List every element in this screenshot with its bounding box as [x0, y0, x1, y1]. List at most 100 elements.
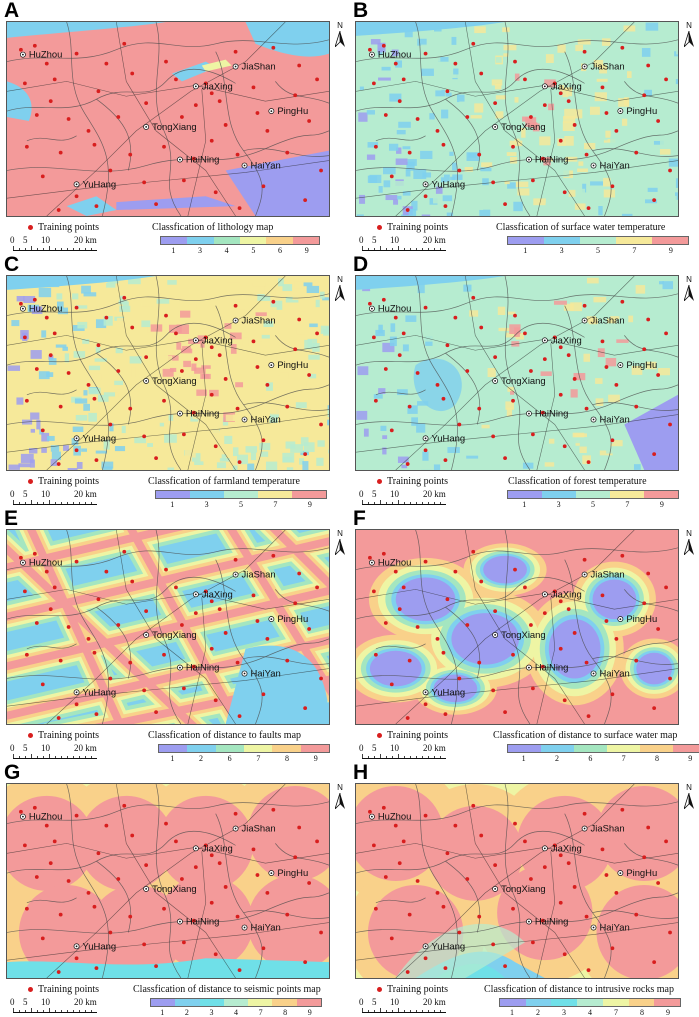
scale-labels: 0 5 10 20 km [359, 235, 479, 245]
city-label: TongXiang [501, 121, 546, 132]
training-points-label: Training points [387, 222, 449, 233]
training-point [108, 930, 113, 935]
panel-footer: Training points 0 5 10 20 km Classfication … [0, 981, 349, 1017]
scale-label: 10 [41, 489, 50, 499]
training-point [582, 811, 587, 816]
training-points-legend: Training points [28, 476, 99, 487]
city-label: JiaShan [242, 61, 276, 72]
training-point [319, 930, 323, 935]
ramp-tick-label: 6 [227, 754, 232, 763]
map-surface [356, 530, 678, 724]
ramp-swatch [213, 237, 240, 244]
training-points-legend: Training points [377, 984, 448, 995]
city-marker: HuZhou [368, 303, 411, 314]
road-line [116, 530, 236, 724]
training-point [634, 658, 639, 663]
training-point [237, 714, 242, 718]
training-point [542, 865, 547, 870]
admin-boundary [375, 389, 426, 396]
road-line [356, 81, 678, 102]
training-point [24, 652, 29, 657]
scale-label: 10 [390, 489, 399, 499]
color-ramp-ticks: 1 3 4 5 6 9 [160, 246, 320, 255]
training-point [191, 664, 196, 669]
training-point [74, 813, 79, 818]
training-point [319, 168, 323, 173]
training-point [614, 890, 619, 895]
training-point [96, 851, 101, 856]
training-point [94, 458, 99, 462]
scale-label: 0 [359, 743, 364, 753]
training-point [604, 873, 609, 877]
training-point [441, 650, 446, 655]
ramp-swatch [508, 491, 542, 498]
city-label: TongXiang [501, 883, 546, 894]
training-point [233, 557, 238, 562]
north-arrow: N [333, 276, 347, 302]
ramp-swatch [272, 745, 301, 752]
training-point [303, 706, 308, 711]
training-point [251, 85, 256, 90]
scale-labels: 0 5 10 20 km [10, 235, 130, 245]
city-marker: PingHu [268, 867, 308, 878]
ramp-tick-label: 7 [632, 246, 637, 255]
ramp-tick-label: 1 [521, 754, 526, 763]
training-points-legend: Training points [377, 222, 449, 233]
training-point [540, 664, 545, 669]
training-point [586, 206, 591, 210]
road-line [187, 343, 207, 470]
training-point [389, 428, 394, 433]
north-arrow: N [682, 22, 696, 48]
road-line [46, 530, 286, 724]
ramp-swatch [580, 237, 616, 244]
ramp-swatch [607, 745, 640, 752]
city-label: JiaXing [551, 80, 582, 91]
training-point [614, 128, 619, 133]
training-point-symbol [377, 987, 382, 992]
city-label: PingHu [626, 105, 657, 116]
scale-bar [362, 500, 446, 505]
training-point [285, 404, 290, 409]
training-point [668, 676, 672, 681]
city-marker: PingHu [268, 105, 308, 116]
ramp-tick-label: 5 [591, 500, 596, 509]
road-line [465, 530, 585, 724]
training-point [307, 119, 312, 123]
legend-title: Classfication of distance to intrusive r… [484, 984, 674, 995]
training-point [383, 875, 388, 879]
training-point [368, 809, 372, 814]
ramp-swatch [215, 745, 244, 752]
map-vectors: HuZhou JiaShan JiaXing PingHu TongXiang HaiNi… [7, 784, 329, 978]
training-point [582, 557, 587, 562]
training-point [503, 202, 507, 207]
training-point [383, 113, 388, 117]
map-surface [356, 22, 678, 216]
city-label: JiaShan [242, 315, 276, 326]
training-point [513, 59, 517, 64]
color-ramp-ticks: 1 2 3 4 7 8 9 [150, 1008, 322, 1017]
city-marker: HaiYan [590, 668, 630, 678]
training-point [293, 601, 298, 606]
scale-bar [362, 246, 446, 251]
ramp-tick-label: 9 [666, 1008, 670, 1017]
training-point [523, 331, 527, 336]
map-frame: HuZhou JiaShan JiaXing PingHu TongXiang HaiNi… [355, 529, 679, 725]
training-point [56, 208, 61, 212]
admin-boundary [7, 68, 236, 112]
city-marker: PingHu [617, 867, 657, 878]
admin-boundary [415, 276, 458, 470]
training-point [255, 365, 260, 369]
training-point [423, 448, 428, 453]
training-point [174, 77, 178, 82]
training-point [540, 918, 545, 923]
scale-label: 10 [41, 743, 50, 753]
training-point [44, 315, 49, 320]
training-point [315, 77, 319, 82]
training-points-label: Training points [387, 730, 449, 741]
training-point [513, 821, 517, 826]
training-point [108, 168, 113, 173]
training-point [614, 636, 619, 641]
ramp-swatch [161, 237, 188, 244]
road-line [7, 843, 329, 864]
city-marker: TongXiang [143, 375, 197, 386]
